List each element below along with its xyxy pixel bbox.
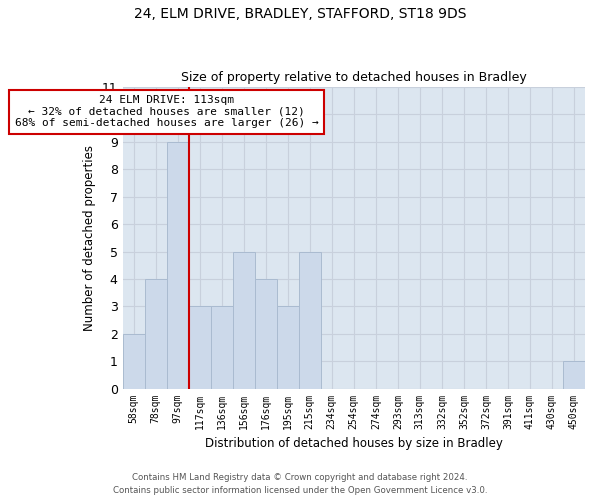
Bar [233,252,255,388]
Text: Contains HM Land Registry data © Crown copyright and database right 2024.
Contai: Contains HM Land Registry data © Crown c… [113,474,487,495]
Text: 24 ELM DRIVE: 113sqm
← 32% of detached houses are smaller (12)
68% of semi-detac: 24 ELM DRIVE: 113sqm ← 32% of detached h… [15,96,319,128]
Title: Size of property relative to detached houses in Bradley: Size of property relative to detached ho… [181,72,527,85]
Bar [255,279,277,388]
Bar [167,142,188,388]
Bar [211,306,233,388]
Bar [277,306,299,388]
Y-axis label: Number of detached properties: Number of detached properties [83,145,96,331]
Bar [122,334,145,388]
Bar [299,252,321,388]
X-axis label: Distribution of detached houses by size in Bradley: Distribution of detached houses by size … [205,437,503,450]
Bar [145,279,167,388]
Bar [188,306,211,388]
Text: 24, ELM DRIVE, BRADLEY, STAFFORD, ST18 9DS: 24, ELM DRIVE, BRADLEY, STAFFORD, ST18 9… [134,8,466,22]
Bar [563,361,585,388]
